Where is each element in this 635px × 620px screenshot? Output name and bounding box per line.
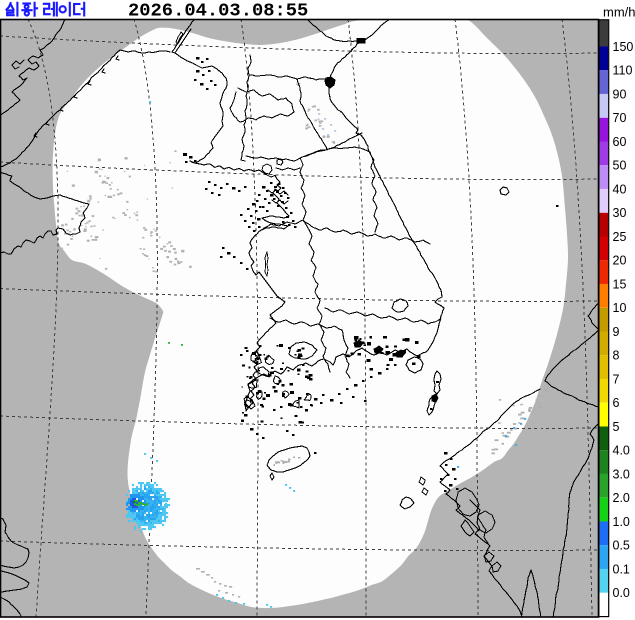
svg-text:50: 50 <box>613 159 627 173</box>
svg-text:2.0: 2.0 <box>613 491 630 505</box>
svg-text:60: 60 <box>613 135 627 149</box>
svg-text:5: 5 <box>613 420 620 434</box>
svg-text:4.0: 4.0 <box>613 444 630 458</box>
svg-text:90: 90 <box>613 87 627 101</box>
svg-text:30: 30 <box>613 206 627 220</box>
svg-text:15: 15 <box>613 277 627 291</box>
svg-text:2026.04.03.08:55: 2026.04.03.08:55 <box>128 0 308 22</box>
svg-text:8: 8 <box>613 349 620 363</box>
svg-text:6: 6 <box>613 396 620 410</box>
svg-text:0.0: 0.0 <box>613 586 630 600</box>
svg-text:70: 70 <box>613 111 627 125</box>
svg-text:25: 25 <box>613 230 627 244</box>
svg-text:7: 7 <box>613 372 620 386</box>
svg-text:110: 110 <box>613 64 633 78</box>
svg-text:0.1: 0.1 <box>613 562 630 576</box>
svg-text:0.5: 0.5 <box>613 539 630 553</box>
svg-text:10: 10 <box>613 301 627 315</box>
svg-text:20: 20 <box>613 254 627 268</box>
svg-text:9: 9 <box>613 325 620 339</box>
svg-text:1.0: 1.0 <box>613 515 630 529</box>
svg-text:150: 150 <box>613 40 634 54</box>
svg-text:40: 40 <box>613 182 627 196</box>
svg-text:3.0: 3.0 <box>613 467 630 481</box>
svg-text:mm/h: mm/h <box>603 5 635 20</box>
